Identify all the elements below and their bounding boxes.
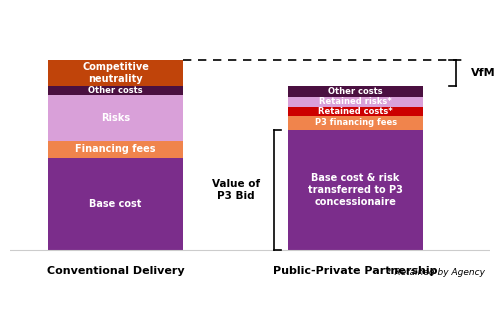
Text: Base cost: Base cost	[90, 199, 142, 209]
Text: Retained risks*: Retained risks*	[319, 97, 392, 107]
Bar	[48, 86, 183, 95]
Text: Other costs: Other costs	[328, 87, 383, 96]
Bar	[288, 130, 423, 250]
Bar	[48, 95, 183, 142]
Bar	[288, 116, 423, 130]
Text: * Retained by Agency: * Retained by Agency	[387, 268, 485, 277]
Text: Base cost & risk
transferred to P3
concessionaire: Base cost & risk transferred to P3 conce…	[308, 173, 403, 207]
Text: VfM: VfM	[471, 68, 496, 78]
Bar	[288, 107, 423, 116]
Text: Competitive
neutrality: Competitive neutrality	[82, 62, 149, 84]
Text: Value of
P3 Bid: Value of P3 Bid	[212, 179, 260, 201]
Bar	[48, 142, 183, 158]
Text: Public-Private Partnership: Public-Private Partnership	[274, 266, 438, 276]
Bar	[48, 158, 183, 250]
Text: Conventional Delivery: Conventional Delivery	[47, 266, 184, 276]
Text: Retained costs*: Retained costs*	[318, 107, 393, 116]
Text: Other costs: Other costs	[88, 86, 143, 95]
Text: Risks: Risks	[101, 113, 130, 123]
Bar	[288, 97, 423, 107]
Bar	[48, 60, 183, 86]
Bar	[288, 86, 423, 97]
Text: P3 financing fees: P3 financing fees	[314, 118, 396, 127]
Text: Financing fees: Financing fees	[76, 145, 156, 154]
